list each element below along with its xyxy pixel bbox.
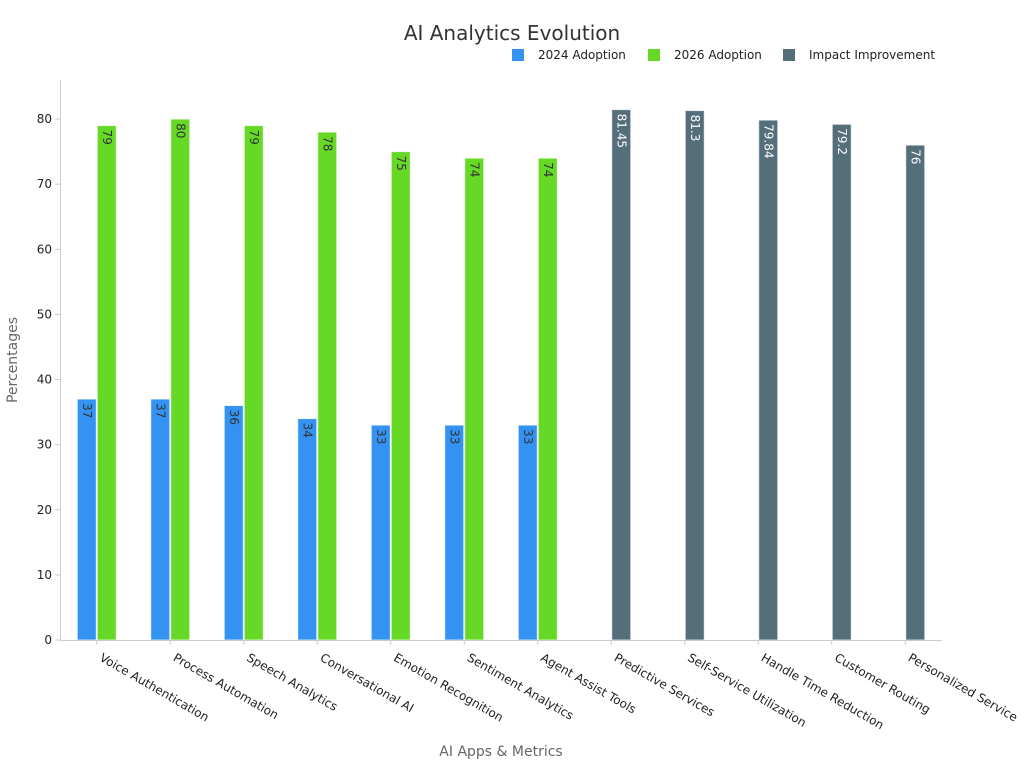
legend: 2024 Adoption 2026 Adoption Impact Improve… [512,48,935,62]
data-label: 79.2 [835,128,849,155]
bar-1-2 [150,398,171,641]
data-label: 37 [80,403,94,418]
data-label: 80 [173,123,187,138]
legend-swatch [783,49,795,61]
bar-1-3 [223,405,244,641]
bar-2-7 [537,157,558,641]
bar-1-1 [76,398,97,641]
bar-1-4 [297,418,318,641]
data-label: 33 [521,429,535,444]
x-axis-title: AI Apps & Metrics [439,744,562,760]
y-axis-title: Percentages [5,317,21,403]
bar-2-4 [317,131,338,641]
y-tick-label: 60 [37,242,52,256]
legend-label: 2026 Adoption [674,48,762,62]
data-label: 74 [467,162,481,177]
bar-1-7 [517,424,538,641]
bar-1-5 [370,424,391,641]
data-label: 33 [447,429,461,444]
data-label: 81.3 [688,115,702,142]
data-label: 34 [300,423,314,438]
y-tick-label: 20 [37,503,52,517]
data-label: 37 [153,403,167,418]
legend-label: Impact Improvement [809,48,935,62]
y-tick-label: 0 [44,633,52,647]
data-label: 33 [374,429,388,444]
legend-swatch [648,49,660,61]
bar-3-12 [905,144,926,641]
data-label: 76 [908,149,922,164]
data-label: 74 [541,162,555,177]
data-label: 79 [100,130,114,145]
bar-2-2 [170,118,191,641]
legend-label: 2024 Adoption [538,48,626,62]
chart-title: AI Analytics Evolution [404,21,620,45]
y-tick-label: 40 [37,373,52,387]
data-labels: 37 37 36 34 33 33 33 79 80 79 78 75 74 74 81.45 81.3 79.… [80,114,923,445]
legend-swatch [512,49,524,61]
data-label: 78 [320,136,334,151]
y-axis-ticks: 0 10 20 30 40 50 60 70 80 [37,112,60,647]
bars [76,109,926,641]
bar-2-5 [390,151,411,641]
bar-2-3 [243,125,264,641]
bar-3-8 [611,109,632,641]
bar-3-10 [758,119,779,641]
x-tick-label: Handle Time Reduction [759,650,887,732]
bar-3-9 [684,110,705,641]
y-tick-label: 50 [37,307,52,321]
y-tick-label: 80 [37,112,52,126]
data-label: 79.84 [761,124,775,158]
data-label: 81.45 [614,114,628,148]
data-label: 79 [247,130,261,145]
bar-3-11 [831,123,852,641]
y-tick-label: 10 [37,568,52,582]
x-tick-label: Self-Service Utilization [685,650,809,729]
data-label: 36 [227,410,241,425]
bar-2-6 [464,157,485,641]
bar-1-6 [444,424,465,641]
bar-2-1 [96,125,117,641]
data-label: 75 [394,156,408,171]
y-tick-label: 70 [37,177,52,191]
y-tick-label: 30 [37,438,52,452]
